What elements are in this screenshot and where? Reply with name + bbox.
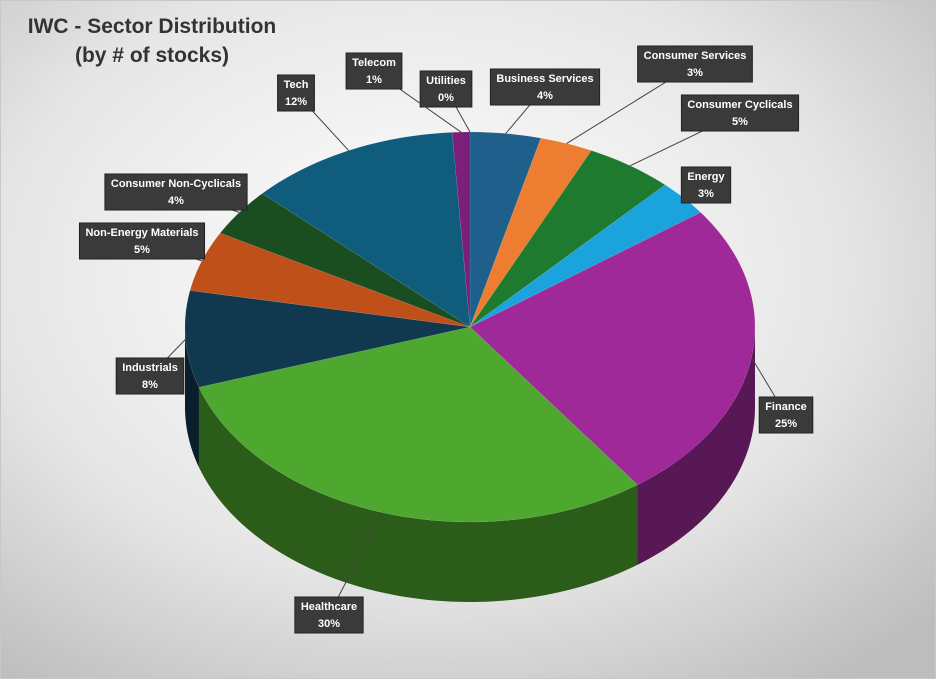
data-label-name: Energy — [687, 171, 725, 183]
slice — [469, 131, 542, 328]
data-label-name: Tech — [284, 79, 309, 91]
slice — [469, 212, 756, 486]
data-label-name: Non-Energy Materials — [85, 227, 198, 239]
data-label: 5% — [134, 244, 150, 256]
data-label-name: Utilities — [426, 75, 466, 87]
data-label: 1% — [366, 74, 382, 86]
slice-side — [198, 387, 638, 602]
label-box — [637, 45, 753, 83]
label-box — [489, 68, 601, 106]
data-label-name: Consumer Cyclicals — [687, 99, 792, 111]
label-box — [104, 173, 248, 211]
data-label: 4% — [168, 195, 184, 207]
label-box — [294, 596, 364, 634]
slice-side — [185, 327, 199, 468]
label-box — [680, 166, 732, 204]
label-box — [78, 222, 206, 260]
label-box — [277, 74, 315, 112]
data-label: 0% — [438, 92, 454, 104]
data-label: 5% — [732, 116, 748, 128]
label-box — [419, 70, 473, 108]
data-label-name: Business Services — [496, 73, 593, 85]
data-label: 30% — [318, 618, 340, 630]
data-label: 25% — [775, 418, 797, 430]
slice — [469, 137, 592, 328]
data-label: 4% — [537, 90, 553, 102]
data-label-name: Telecom — [352, 57, 396, 69]
chart-subtitle: (by # of stocks) — [75, 44, 229, 67]
slice — [219, 193, 471, 328]
slice-side — [637, 327, 755, 565]
data-label-name: Consumer Services — [644, 50, 747, 62]
slice — [198, 326, 638, 523]
data-label-name: Healthcare — [301, 601, 357, 613]
data-label-name: Industrials — [122, 362, 178, 374]
label-box — [758, 396, 814, 434]
label-box — [680, 94, 800, 132]
data-label: 12% — [285, 96, 307, 108]
chart-title: IWC - Sector Distribution — [28, 15, 277, 38]
slice — [261, 132, 471, 328]
data-label-name: Finance — [765, 401, 807, 413]
label-box — [115, 357, 185, 395]
data-label-name: Consumer Non-Cyclicals — [111, 178, 241, 190]
data-label: 8% — [142, 379, 158, 391]
data-label: 3% — [698, 188, 714, 200]
data-label: 3% — [687, 67, 703, 79]
label-box — [345, 52, 403, 90]
